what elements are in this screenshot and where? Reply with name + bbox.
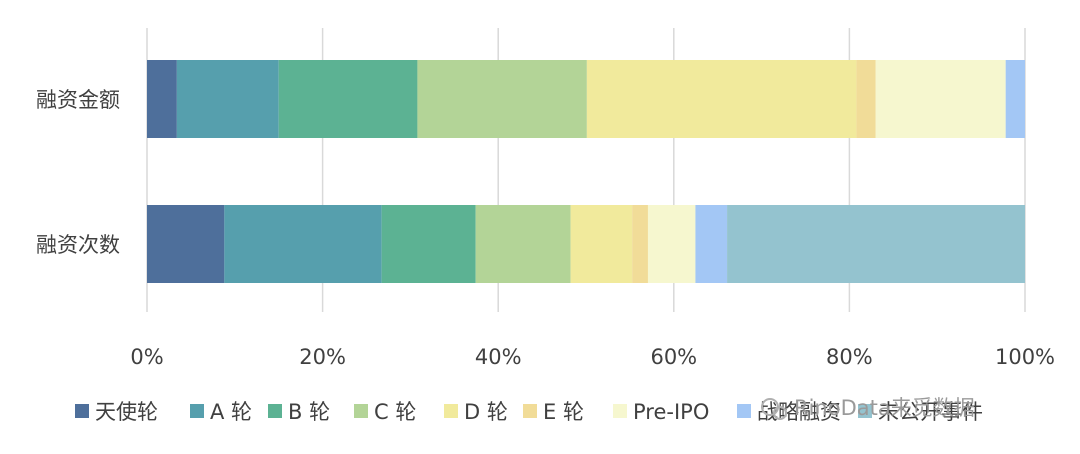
- legend-label: Pre-IPO: [633, 400, 709, 424]
- x-tick-label: 80%: [826, 345, 873, 369]
- bar-segment: [147, 60, 177, 138]
- legend-label: A 轮: [210, 400, 252, 424]
- category-label: 融资次数: [36, 233, 120, 257]
- x-tick-label: 40%: [475, 345, 522, 369]
- x-tick-label: 0%: [130, 345, 163, 369]
- bar-segment: [147, 205, 225, 283]
- legend-label: C 轮: [374, 400, 416, 424]
- legend-swatch: [613, 404, 627, 418]
- legend-swatch: [444, 404, 458, 418]
- bar-segment: [278, 60, 418, 138]
- wechat-icon-small: [773, 406, 787, 420]
- bar-segment: [176, 60, 279, 138]
- bar-segment: [1005, 60, 1025, 138]
- bar-segment: [570, 205, 633, 283]
- x-tick-label: 20%: [299, 345, 346, 369]
- bar-segment: [417, 60, 587, 138]
- bar-segment: [632, 205, 648, 283]
- legend-swatch: [737, 404, 751, 418]
- legend-label: B 轮: [288, 400, 330, 424]
- legend-label: E 轮: [543, 400, 584, 424]
- bar-segment: [727, 205, 1025, 283]
- legend-swatch: [523, 404, 537, 418]
- legend-label: 天使轮: [95, 400, 158, 424]
- legend-swatch: [354, 404, 368, 418]
- legend-label: 战略融资: [757, 400, 841, 424]
- bar-segment: [695, 205, 728, 283]
- watermark: RinoData来觅数据: [761, 396, 975, 420]
- legend-swatch: [858, 404, 872, 418]
- legend-swatch: [75, 404, 89, 418]
- bar-segment: [586, 60, 857, 138]
- bar-segment: [224, 205, 382, 283]
- legend: 天使轮 A 轮 B 轮 C 轮 D 轮 E 轮 Pre-IPO 战略融资 未公开事件: [75, 400, 983, 424]
- bar-segment: [856, 60, 876, 138]
- bar-segment: [475, 205, 571, 283]
- legend-label: 未公开事件: [878, 400, 983, 424]
- legend-label: D 轮: [464, 400, 508, 424]
- x-tick-label: 60%: [650, 345, 697, 369]
- watermark-text: RinoData来觅数据: [794, 396, 975, 420]
- legend-swatch: [190, 404, 204, 418]
- bar-segment: [875, 60, 1006, 138]
- bar-segment: [381, 205, 476, 283]
- bar-segment: [647, 205, 696, 283]
- category-label: 融资金额: [36, 88, 120, 112]
- x-tick-label: 100%: [995, 345, 1055, 369]
- bars: [147, 60, 1025, 283]
- x-tick-labels: 0% 20% 40% 60% 80% 100%: [130, 345, 1055, 369]
- legend-swatch: [268, 404, 282, 418]
